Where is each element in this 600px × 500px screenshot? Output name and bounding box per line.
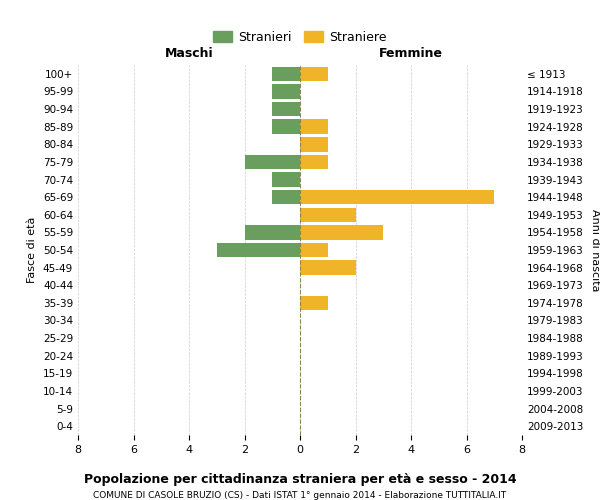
Bar xyxy=(272,172,300,186)
Bar xyxy=(300,154,328,169)
Text: Femmine: Femmine xyxy=(379,46,443,60)
Bar xyxy=(300,190,494,204)
Bar xyxy=(217,243,300,257)
Bar xyxy=(272,66,300,81)
Y-axis label: Fasce di età: Fasce di età xyxy=(28,217,37,283)
Bar xyxy=(245,225,300,240)
Bar xyxy=(300,137,328,152)
Bar xyxy=(300,296,328,310)
Text: COMUNE DI CASOLE BRUZIO (CS) - Dati ISTAT 1° gennaio 2014 - Elaborazione TUTTITA: COMUNE DI CASOLE BRUZIO (CS) - Dati ISTA… xyxy=(94,491,506,500)
Bar xyxy=(300,225,383,240)
Bar xyxy=(272,102,300,117)
Bar xyxy=(272,84,300,98)
Legend: Stranieri, Straniere: Stranieri, Straniere xyxy=(209,27,391,48)
Bar xyxy=(300,66,328,81)
Bar xyxy=(245,154,300,169)
Bar xyxy=(300,243,328,257)
Bar xyxy=(300,208,355,222)
Bar xyxy=(300,120,328,134)
Y-axis label: Anni di nascita: Anni di nascita xyxy=(590,209,600,291)
Text: Maschi: Maschi xyxy=(164,46,214,60)
Bar xyxy=(272,190,300,204)
Text: Popolazione per cittadinanza straniera per età e sesso - 2014: Popolazione per cittadinanza straniera p… xyxy=(83,472,517,486)
Bar xyxy=(300,260,355,275)
Bar xyxy=(272,120,300,134)
